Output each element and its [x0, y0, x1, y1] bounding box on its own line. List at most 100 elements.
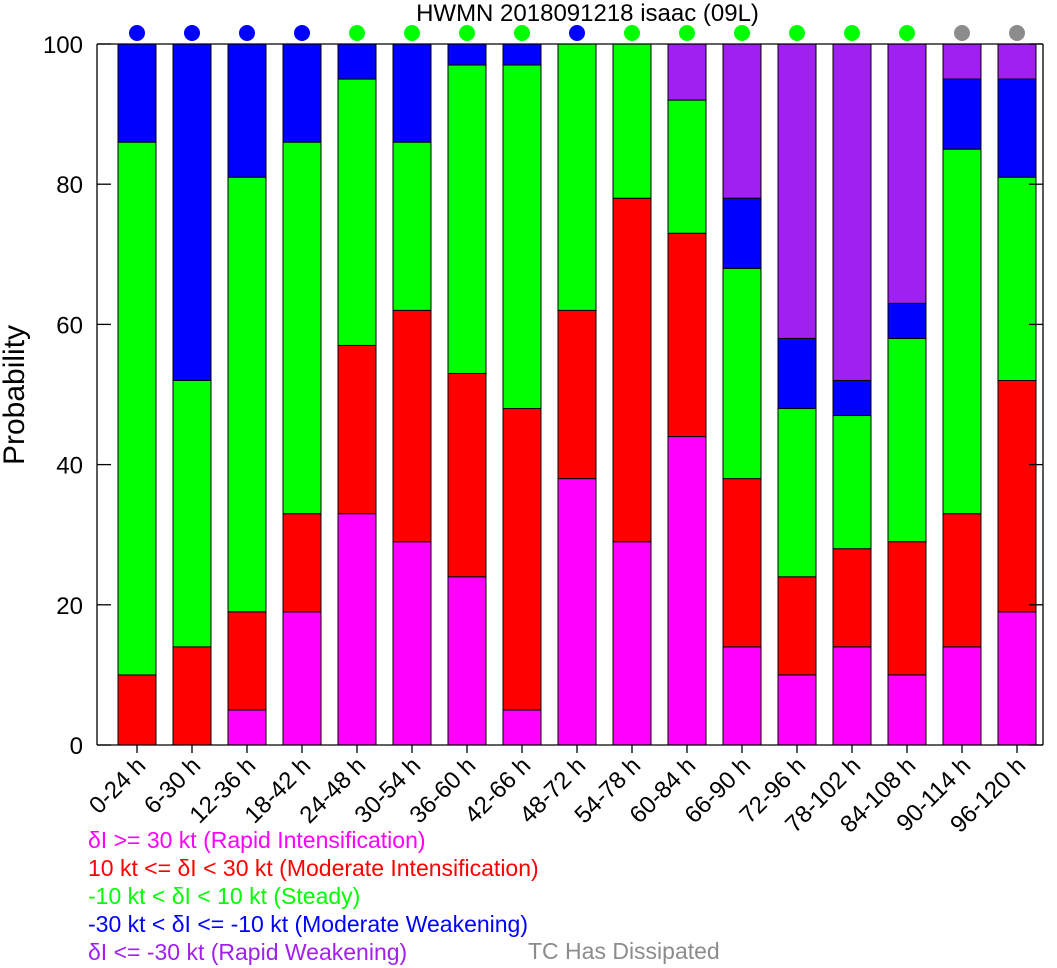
legend-item-rapid-weakening: δI <= -30 kt (Rapid Weakening): [88, 939, 408, 965]
legend-item-rapid-intensification: δI >= 30 kt (Rapid Intensification): [88, 827, 426, 853]
bar-segment-54-78h-s2: [612, 43, 652, 199]
y-tick-label: 0: [70, 733, 83, 760]
bar-segment-96-120h-s4: [997, 43, 1037, 80]
bar-segment-12-36h-s3: [227, 43, 267, 178]
bar-segment-60-84h-s0: [667, 436, 707, 746]
bar-segment-84-108h-s2: [887, 337, 927, 543]
bar-segment-12-36h-s0: [227, 709, 267, 746]
bar-segment-72-96h-s4: [777, 43, 817, 339]
legend-item-dissipated: TC Has Dissipated: [528, 938, 720, 964]
bar-segment-24-48h-s2: [337, 78, 377, 346]
bar-segment-48-72h-s0: [557, 478, 597, 746]
top-marker-dot: [679, 25, 695, 41]
bar-segment-78-102h-s1: [832, 548, 872, 648]
bar-segment-84-108h-s3: [887, 302, 927, 339]
y-tick-label: 100: [43, 32, 83, 59]
bar-segment-54-78h-s0: [612, 541, 652, 746]
top-marker-dot: [954, 25, 970, 41]
bar-segment-12-36h-s1: [227, 611, 267, 711]
y-tick-label: 60: [56, 312, 83, 339]
top-marker-dot: [239, 25, 255, 41]
bar-segment-0-24h-s2: [117, 141, 157, 676]
bar-segment-66-90h-s3: [722, 197, 762, 269]
top-marker-dot: [899, 25, 915, 41]
bar-segment-84-108h-s4: [887, 43, 927, 304]
bar-segment-66-90h-s2: [722, 267, 762, 480]
bar-segment-30-54h-s2: [392, 141, 432, 311]
bar-segment-90-114h-s4: [942, 43, 982, 80]
bar-segment-36-60h-s2: [447, 64, 487, 374]
y-tick-label: 20: [56, 593, 83, 620]
top-marker-dot: [569, 25, 585, 41]
bar-segment-54-78h-s1: [612, 197, 652, 543]
bar-segment-18-42h-s2: [282, 141, 322, 515]
bar-segment-96-120h-s1: [997, 379, 1037, 613]
bar-segment-90-114h-s2: [942, 148, 982, 515]
bar-segment-66-90h-s4: [722, 43, 762, 199]
bars-layer: [117, 43, 1037, 746]
bar-segment-84-108h-s1: [887, 541, 927, 676]
bar-segment-6-30h-s3: [172, 43, 212, 381]
bar-segment-96-120h-s3: [997, 78, 1037, 178]
top-markers-layer: [129, 25, 1025, 41]
bar-segment-48-72h-s2: [557, 43, 597, 311]
top-marker-dot: [129, 25, 145, 41]
y-tick-label: 40: [56, 453, 83, 480]
top-marker-dot: [404, 25, 420, 41]
legend-item-moderate-intensification: 10 kt <= δI < 30 kt (Moderate Intensific…: [88, 855, 539, 881]
bar-segment-42-66h-s1: [502, 408, 542, 711]
bar-segment-36-60h-s3: [447, 43, 487, 66]
bar-segment-6-30h-s2: [172, 379, 212, 648]
bar-segment-90-114h-s0: [942, 646, 982, 746]
bar-segment-36-60h-s1: [447, 372, 487, 578]
bar-segment-60-84h-s1: [667, 232, 707, 438]
bar-segment-72-96h-s1: [777, 576, 817, 676]
bar-segment-18-42h-s3: [282, 43, 322, 143]
bar-segment-78-102h-s4: [832, 43, 872, 381]
bar-segment-96-120h-s2: [997, 176, 1037, 381]
chart-title: HWMN 2018091218 isaac (09L): [416, 0, 759, 27]
top-marker-dot: [734, 25, 750, 41]
bar-segment-60-84h-s2: [667, 99, 707, 234]
bar-segment-42-66h-s3: [502, 43, 542, 66]
legend-item-steady: -10 kt < δI < 10 kt (Steady): [88, 883, 361, 909]
bar-segment-24-48h-s0: [337, 513, 377, 746]
top-marker-dot: [789, 25, 805, 41]
bar-segment-84-108h-s0: [887, 674, 927, 746]
bar-segment-18-42h-s1: [282, 513, 322, 613]
top-marker-dot: [184, 25, 200, 41]
y-tick-label: 80: [56, 172, 83, 199]
bar-segment-78-102h-s2: [832, 415, 872, 550]
bar-segment-42-66h-s2: [502, 64, 542, 410]
bar-segment-0-24h-s1: [117, 674, 157, 746]
bar-segment-90-114h-s3: [942, 78, 982, 150]
bar-segment-60-84h-s4: [667, 43, 707, 101]
bar-segment-42-66h-s0: [502, 709, 542, 746]
x-tick-label: 0-24 h: [84, 752, 151, 819]
bar-segment-90-114h-s1: [942, 513, 982, 648]
bar-segment-30-54h-s3: [392, 43, 432, 143]
bar-segment-78-102h-s0: [832, 646, 872, 746]
bar-segment-30-54h-s1: [392, 309, 432, 543]
bar-segment-66-90h-s1: [722, 478, 762, 648]
bar-segment-6-30h-s1: [172, 646, 212, 746]
bar-segment-72-96h-s2: [777, 408, 817, 578]
bar-segment-96-120h-s0: [997, 611, 1037, 746]
legend: δI >= 30 kt (Rapid Intensification) 10 k…: [88, 826, 539, 966]
bar-segment-78-102h-s3: [832, 379, 872, 417]
top-marker-dot: [624, 25, 640, 41]
y-axis-label: Probability: [0, 325, 31, 465]
bar-segment-72-96h-s3: [777, 337, 817, 410]
bar-segment-66-90h-s0: [722, 646, 762, 746]
top-marker-dot: [1009, 25, 1025, 41]
top-marker-dot: [844, 25, 860, 41]
legend-item-moderate-weakening: -30 kt < δI <= -10 kt (Moderate Weakenin…: [88, 911, 529, 937]
bar-segment-72-96h-s0: [777, 674, 817, 746]
bar-segment-12-36h-s2: [227, 176, 267, 613]
top-marker-dot: [294, 25, 310, 41]
bar-segment-30-54h-s0: [392, 541, 432, 746]
bar-segment-24-48h-s1: [337, 344, 377, 515]
top-marker-dot: [459, 25, 475, 41]
bar-segment-18-42h-s0: [282, 611, 322, 746]
